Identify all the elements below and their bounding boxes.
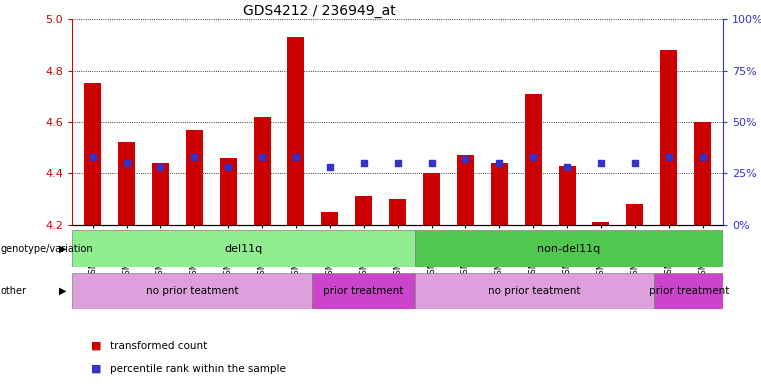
Bar [415,230,723,267]
Point [358,160,370,166]
Text: prior treatment: prior treatment [323,286,403,296]
Text: GDS4212 / 236949_at: GDS4212 / 236949_at [244,4,396,18]
Point [87,154,99,160]
Text: genotype/variation: genotype/variation [1,243,94,254]
Bar [423,173,440,225]
Point [323,164,336,170]
Bar [72,273,312,309]
Bar [415,273,654,309]
Bar [152,163,169,225]
Point [154,164,167,170]
Bar [626,204,643,225]
Text: percentile rank within the sample: percentile rank within the sample [110,364,286,374]
Bar [524,94,542,225]
Point [120,160,132,166]
Text: no prior teatment: no prior teatment [489,286,581,296]
Point [493,160,505,166]
Bar [559,166,575,225]
Point [460,156,472,162]
Bar [220,158,237,225]
Bar [457,155,474,225]
Bar [253,117,271,225]
Bar [72,230,415,267]
Text: del11q: del11q [224,243,263,254]
Point [188,154,200,160]
Text: ▶: ▶ [59,286,67,296]
Text: non-del11q: non-del11q [537,243,600,254]
Point [663,154,675,160]
Bar [186,130,202,225]
Bar [654,273,723,309]
Text: ■: ■ [91,341,102,351]
Bar [491,163,508,225]
Text: no prior teatment: no prior teatment [146,286,238,296]
Text: ■: ■ [91,364,102,374]
Bar [355,196,372,225]
Point [527,154,540,160]
Point [256,154,268,160]
Bar [312,273,415,309]
Point [696,154,708,160]
Bar [593,222,610,225]
Point [595,160,607,166]
Text: prior treatment: prior treatment [648,286,729,296]
Bar [321,212,339,225]
Point [290,154,302,160]
Text: transformed count: transformed count [110,341,208,351]
Point [629,160,641,166]
Bar [84,83,101,225]
Bar [389,199,406,225]
Point [222,164,234,170]
Bar [694,122,711,225]
Bar [661,50,677,225]
Bar [118,142,135,225]
Point [391,160,403,166]
Point [425,160,438,166]
Text: ▶: ▶ [59,243,67,254]
Text: other: other [1,286,27,296]
Bar [288,37,304,225]
Point [561,164,573,170]
